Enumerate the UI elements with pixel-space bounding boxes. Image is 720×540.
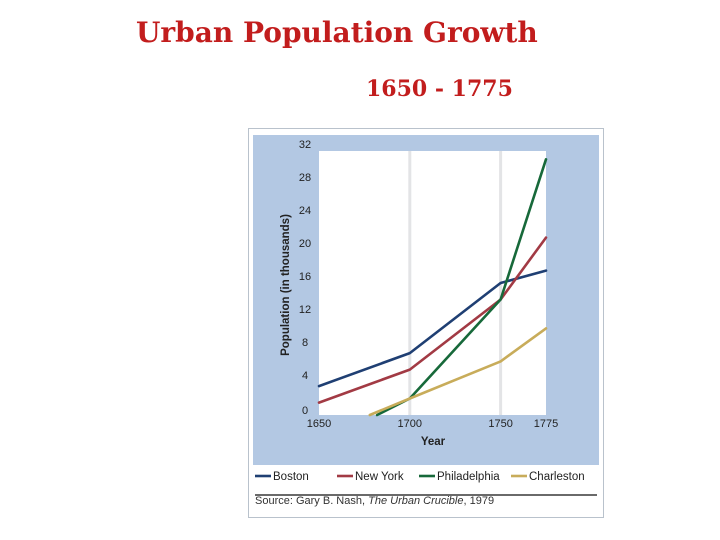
- y-tick-label: 32: [299, 139, 311, 151]
- series-line-charleston: [368, 327, 548, 417]
- legend-label: New York: [355, 471, 404, 483]
- y-tick-label: 12: [299, 304, 311, 316]
- x-tick-label: 1750: [488, 418, 512, 430]
- legend-item-new-york: New York: [337, 471, 404, 483]
- series-line-philadelphia: [375, 157, 548, 417]
- chart-figure: 0 4 8 12 16 20 24 28 32 1650 1700 1750 1775 Populati…: [248, 128, 604, 518]
- source-citation: Source: Gary B. Nash, The Urban Crucible…: [255, 495, 494, 507]
- y-tick-label: 4: [302, 370, 308, 382]
- y-tick-label: 8: [302, 337, 308, 349]
- y-tick-label: 24: [299, 205, 311, 217]
- y-tick-label: 16: [299, 271, 311, 283]
- slide-title: Urban Population Growth: [136, 16, 538, 49]
- y-tick-label: 20: [299, 238, 311, 250]
- source-suffix: , 1979: [463, 495, 495, 507]
- source-work-title: The Urban Crucible: [368, 495, 464, 507]
- legend-item-boston: Boston: [255, 471, 309, 483]
- y-axis-label: Population (in thousands): [280, 214, 292, 356]
- x-tick-label: 1700: [398, 418, 422, 430]
- legend-label: Philadelphia: [437, 471, 500, 483]
- x-tick-label: 1650: [307, 418, 331, 430]
- legend-label: Boston: [273, 471, 309, 483]
- slide-subtitle: 1650 - 1775: [366, 76, 513, 102]
- y-tick-label: 28: [299, 172, 311, 184]
- population-chart: 0 4 8 12 16 20 24 28 32 1650 1700 1750 1775 Populati…: [253, 135, 599, 496]
- y-tick-label: 0: [302, 405, 308, 417]
- source-prefix: Source: Gary B. Nash,: [255, 495, 369, 507]
- x-axis-label: Year: [421, 436, 446, 448]
- legend-item-philadelphia: Philadelphia: [419, 471, 500, 483]
- x-tick-label: 1775: [534, 418, 558, 430]
- legend-label: Charleston: [529, 471, 585, 483]
- series-line-boston: [317, 269, 548, 388]
- series-line-new-york: [317, 236, 548, 404]
- grid-line-1700: [408, 151, 412, 415]
- legend-item-charleston: Charleston: [511, 471, 585, 483]
